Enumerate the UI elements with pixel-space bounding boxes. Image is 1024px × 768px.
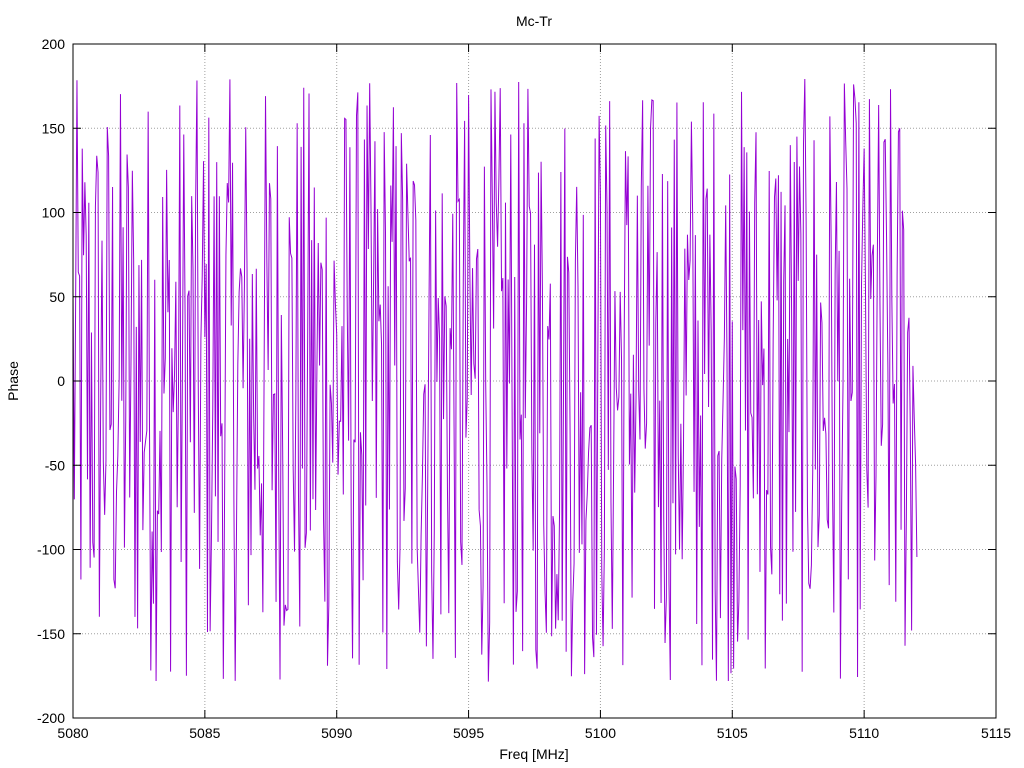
x-ticks: 5080 5085 5090 5095 5100 5105 5110 5115 bbox=[57, 44, 1011, 741]
x-tick-label: 5115 bbox=[981, 725, 1011, 741]
y-tick-label: -50 bbox=[45, 457, 65, 473]
series-line bbox=[72, 78, 918, 682]
chart-title: Mc-Tr bbox=[516, 13, 552, 29]
y-tick-label: -200 bbox=[37, 710, 65, 726]
x-axis-label: Freq [MHz] bbox=[499, 746, 568, 762]
x-tick-label: 5080 bbox=[57, 725, 88, 741]
y-tick-label: -100 bbox=[37, 542, 65, 558]
y-tick-label: -150 bbox=[37, 626, 65, 642]
series-group bbox=[72, 78, 918, 682]
y-tick-label: 100 bbox=[42, 205, 66, 221]
y-ticks: 200 150 100 50 0 -50 -100 -150 -200 bbox=[37, 36, 996, 726]
y-axis-label: Phase bbox=[5, 361, 21, 401]
y-tick-label: 200 bbox=[42, 36, 66, 52]
x-tick-label: 5095 bbox=[453, 725, 484, 741]
y-tick-label: 150 bbox=[42, 120, 66, 136]
x-tick-label: 5100 bbox=[585, 725, 616, 741]
x-tick-label: 5085 bbox=[189, 725, 220, 741]
x-tick-label: 5105 bbox=[717, 725, 748, 741]
y-tick-label: 0 bbox=[57, 373, 65, 389]
y-tick-label: 50 bbox=[49, 289, 65, 305]
x-tick-label: 5090 bbox=[321, 725, 352, 741]
x-tick-label: 5110 bbox=[849, 725, 879, 741]
